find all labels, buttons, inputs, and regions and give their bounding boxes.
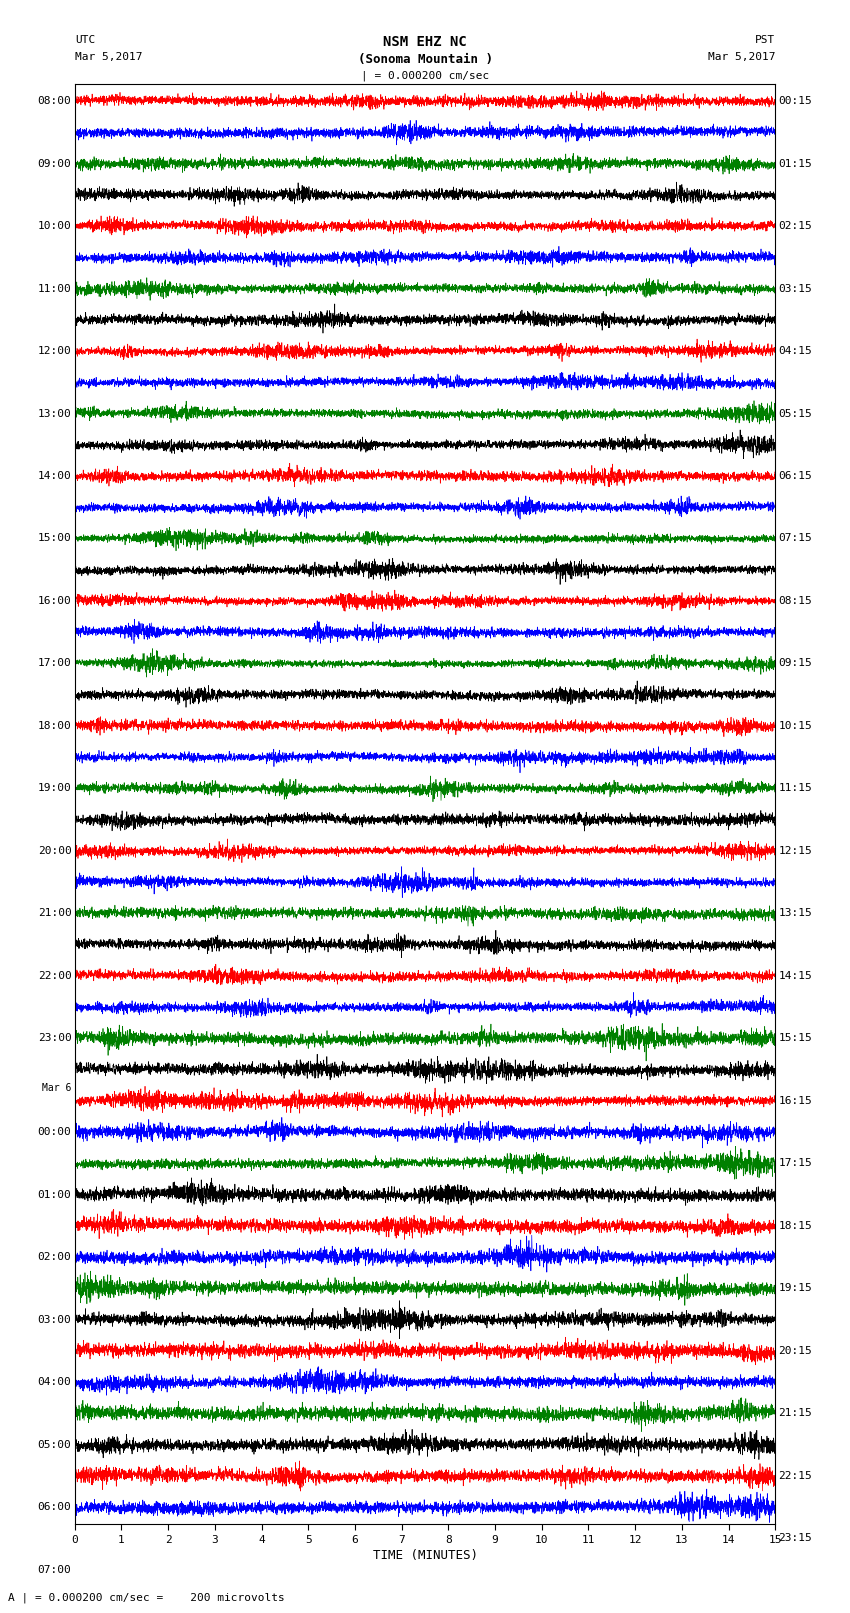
Text: 16:00: 16:00 bbox=[37, 595, 71, 606]
Text: 07:00: 07:00 bbox=[37, 1565, 71, 1574]
Text: Mar 5,2017: Mar 5,2017 bbox=[708, 52, 775, 61]
Text: 03:00: 03:00 bbox=[37, 1315, 71, 1324]
Text: 20:15: 20:15 bbox=[779, 1345, 813, 1357]
Text: 20:00: 20:00 bbox=[37, 845, 71, 857]
Text: UTC: UTC bbox=[75, 35, 95, 45]
Text: 16:15: 16:15 bbox=[779, 1095, 813, 1107]
Text: 11:15: 11:15 bbox=[779, 784, 813, 794]
Text: 00:15: 00:15 bbox=[779, 97, 813, 106]
Text: | = 0.000200 cm/sec: | = 0.000200 cm/sec bbox=[361, 71, 489, 82]
Text: NSM EHZ NC: NSM EHZ NC bbox=[383, 35, 467, 50]
Text: 10:00: 10:00 bbox=[37, 221, 71, 231]
Text: 21:15: 21:15 bbox=[779, 1408, 813, 1418]
Text: 15:00: 15:00 bbox=[37, 534, 71, 544]
Text: 06:00: 06:00 bbox=[37, 1502, 71, 1511]
Text: 14:00: 14:00 bbox=[37, 471, 71, 481]
Text: 01:15: 01:15 bbox=[779, 158, 813, 168]
Text: 21:00: 21:00 bbox=[37, 908, 71, 918]
Text: 19:00: 19:00 bbox=[37, 784, 71, 794]
Text: 23:00: 23:00 bbox=[37, 1034, 71, 1044]
Text: 02:00: 02:00 bbox=[37, 1252, 71, 1261]
Text: 11:00: 11:00 bbox=[37, 284, 71, 294]
Text: 13:15: 13:15 bbox=[779, 908, 813, 918]
Text: 12:00: 12:00 bbox=[37, 347, 71, 356]
Text: 04:15: 04:15 bbox=[779, 347, 813, 356]
Text: Mar 6: Mar 6 bbox=[42, 1082, 71, 1094]
Text: 18:15: 18:15 bbox=[779, 1221, 813, 1231]
Text: 10:15: 10:15 bbox=[779, 721, 813, 731]
Text: 17:00: 17:00 bbox=[37, 658, 71, 668]
Text: 09:00: 09:00 bbox=[37, 158, 71, 168]
Text: 07:15: 07:15 bbox=[779, 534, 813, 544]
Text: 15:15: 15:15 bbox=[779, 1034, 813, 1044]
Text: 02:15: 02:15 bbox=[779, 221, 813, 231]
Text: 06:15: 06:15 bbox=[779, 471, 813, 481]
Text: 13:00: 13:00 bbox=[37, 408, 71, 418]
Text: 08:00: 08:00 bbox=[37, 97, 71, 106]
Text: 17:15: 17:15 bbox=[779, 1158, 813, 1168]
Text: 14:15: 14:15 bbox=[779, 971, 813, 981]
Text: 23:15: 23:15 bbox=[779, 1534, 813, 1544]
Text: 03:15: 03:15 bbox=[779, 284, 813, 294]
Text: 08:15: 08:15 bbox=[779, 595, 813, 606]
Text: 22:15: 22:15 bbox=[779, 1471, 813, 1481]
Text: 22:00: 22:00 bbox=[37, 971, 71, 981]
Text: 04:00: 04:00 bbox=[37, 1378, 71, 1387]
Text: 12:15: 12:15 bbox=[779, 845, 813, 857]
Text: 00:00: 00:00 bbox=[37, 1127, 71, 1137]
Text: 05:00: 05:00 bbox=[37, 1440, 71, 1450]
Text: 01:00: 01:00 bbox=[37, 1190, 71, 1200]
Text: 09:15: 09:15 bbox=[779, 658, 813, 668]
Text: Mar 5,2017: Mar 5,2017 bbox=[75, 52, 142, 61]
Text: PST: PST bbox=[755, 35, 775, 45]
Text: 05:15: 05:15 bbox=[779, 408, 813, 418]
Text: 19:15: 19:15 bbox=[779, 1284, 813, 1294]
Text: (Sonoma Mountain ): (Sonoma Mountain ) bbox=[358, 53, 492, 66]
Text: A | = 0.000200 cm/sec =    200 microvolts: A | = 0.000200 cm/sec = 200 microvolts bbox=[8, 1592, 286, 1603]
Text: 18:00: 18:00 bbox=[37, 721, 71, 731]
X-axis label: TIME (MINUTES): TIME (MINUTES) bbox=[372, 1548, 478, 1561]
